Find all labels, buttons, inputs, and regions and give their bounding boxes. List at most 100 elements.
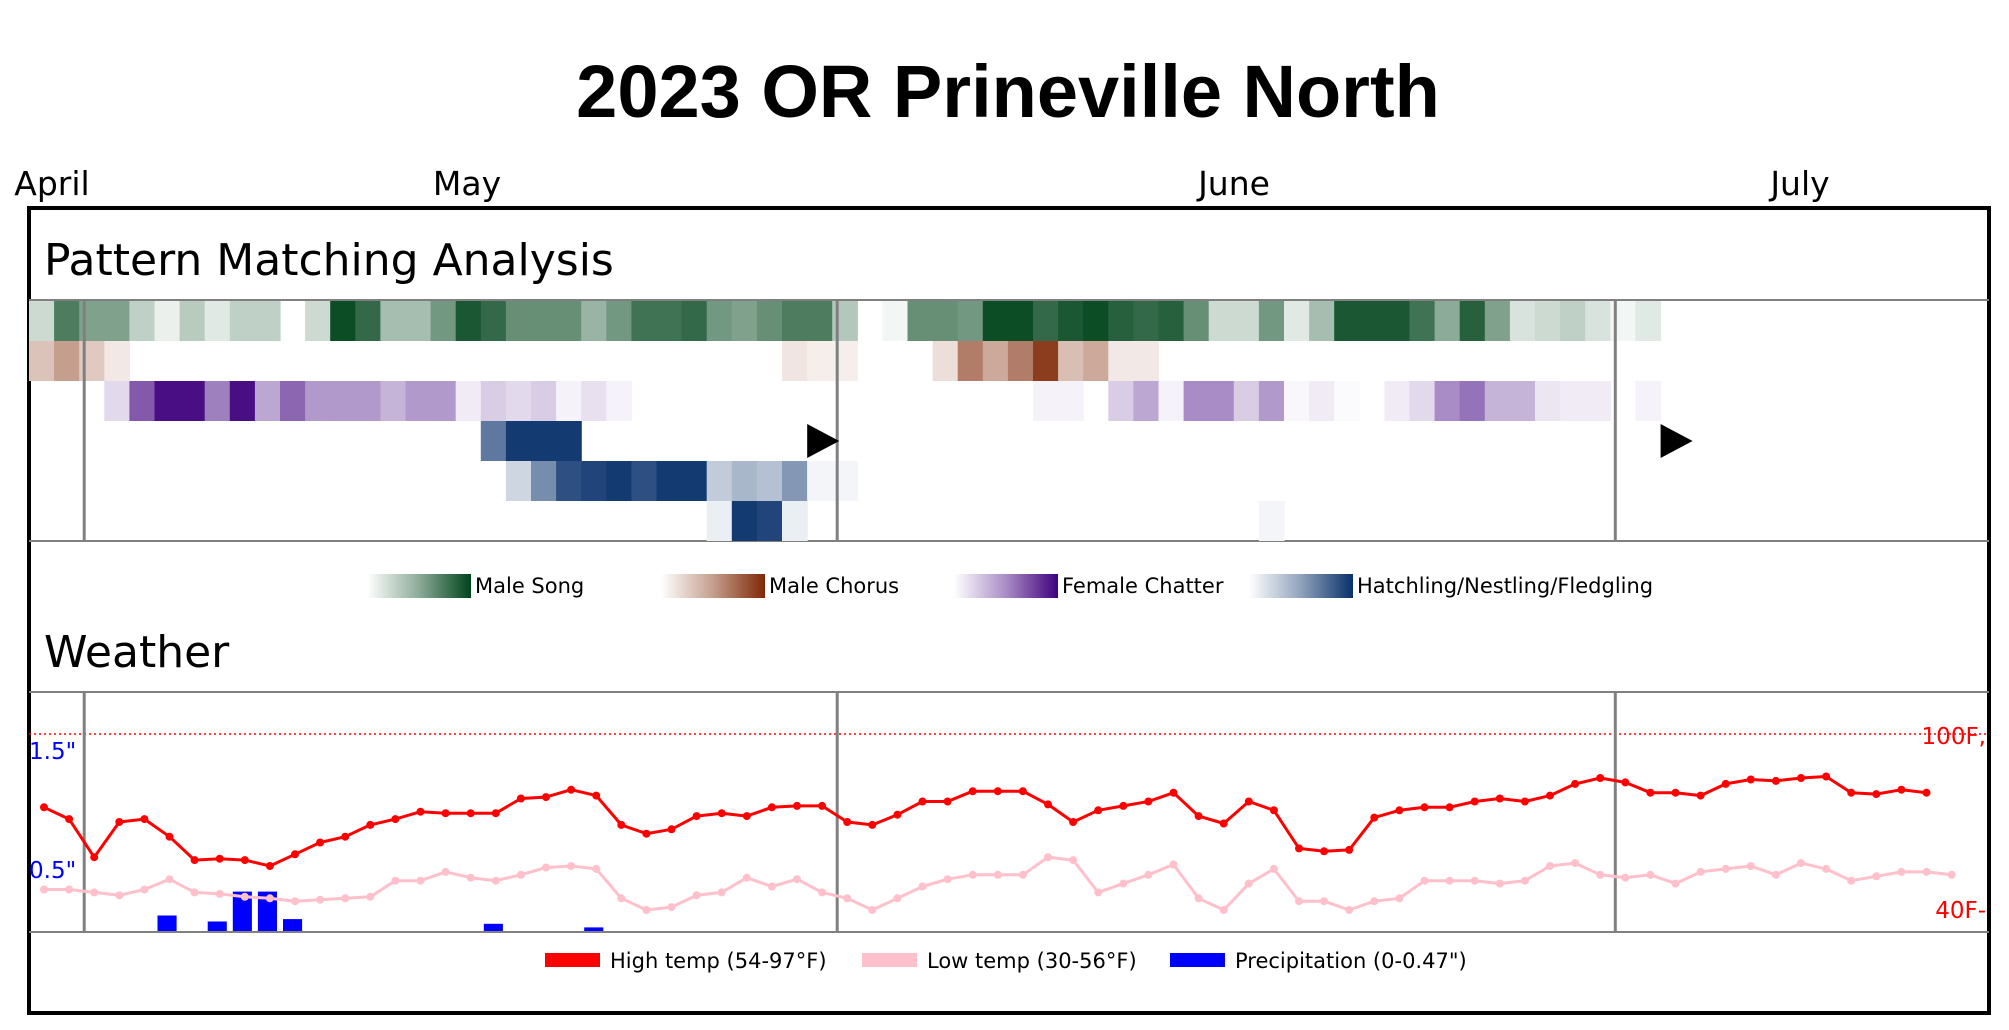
low-temp-point-32 xyxy=(843,894,852,903)
temp-axis-label-low: 40F- xyxy=(1935,898,1986,924)
heatmap-cell-male-chorus-row1-31 xyxy=(807,341,833,381)
heatmap-cell-hatchling-nestling-fledgling-row4-30 xyxy=(782,461,808,501)
heatmap-cell-female-chatter-row2-23 xyxy=(606,381,632,421)
high-temp-point-12 xyxy=(341,832,350,841)
heatmap-cell-hatchling-nestling-fledgling-row4-31 xyxy=(807,461,833,501)
heatmap-cell-male-song-row0-64 xyxy=(1635,301,1662,341)
high-temp-point-44 xyxy=(1144,797,1153,806)
low-temp-point-60 xyxy=(1546,862,1554,870)
high-temp-point-50 xyxy=(1295,844,1303,853)
low-temp-point-41 xyxy=(1069,856,1078,865)
high-temp-point-28 xyxy=(742,812,751,821)
low-temp-point-34 xyxy=(893,894,902,903)
heatmap-cell-male-song-row0-34 xyxy=(882,301,909,341)
heatmap-cell-female-chatter-row2-21 xyxy=(556,381,582,421)
heatmap-cell-female-chatter-row2-17 xyxy=(455,381,482,421)
low-temp-point-19 xyxy=(516,870,525,879)
high-temp-point-26 xyxy=(692,812,701,821)
high-temp-point-36 xyxy=(943,797,952,806)
heatmap-cell-hatchling-nestling-fledgling-row4-19 xyxy=(505,461,532,501)
precip-bar-2023-04-21 xyxy=(584,927,604,931)
heatmap-cell-female-chatter-row2-52 xyxy=(1334,381,1360,421)
heatmap-cell-male-song-row0-50 xyxy=(1284,301,1310,341)
heatmap-cell-male-chorus-row1-0 xyxy=(29,341,55,381)
low-temp-point-42 xyxy=(1094,888,1103,897)
heatmap-cell-male-song-row0-62 xyxy=(1585,301,1611,341)
low-temp-point-67 xyxy=(1721,864,1730,873)
precip-bar-2023-04-07 xyxy=(232,891,252,931)
heatmap-cell-female-chatter-row2-18 xyxy=(480,381,507,421)
low-temp-point-48 xyxy=(1244,879,1253,888)
high-temp-point-5 xyxy=(165,832,174,841)
high-temp-point-6 xyxy=(190,856,199,865)
month-labels: April May June July xyxy=(14,164,1829,203)
low-temp-point-61 xyxy=(1571,859,1580,868)
high-temp-point-54 xyxy=(1395,806,1404,815)
heatmap-cell-male-song-row0-46 xyxy=(1183,301,1210,341)
high-temp-point-52 xyxy=(1345,845,1354,854)
heatmap-cell-male-song-row0-5 xyxy=(154,301,181,341)
high-temp-point-41 xyxy=(1069,818,1078,826)
low-temp-point-18 xyxy=(491,876,500,885)
high-temp-point-15 xyxy=(416,807,425,816)
high-temp-point-40 xyxy=(1044,800,1052,809)
heatmap-cell-male-song-row0-20 xyxy=(531,301,557,341)
low-temp-point-73 xyxy=(1872,872,1881,881)
high-temp-point-1 xyxy=(65,815,74,824)
low-temp-point-23 xyxy=(617,894,626,903)
heatmap-cell-female-chatter-row2-16 xyxy=(430,381,457,421)
heatmap-cell-female-chatter-row2-22 xyxy=(581,381,607,421)
heatmap-cell-hatchling-nestling-fledgling-row3-21 xyxy=(556,421,582,461)
heatmap-cell-female-chatter-row2-51 xyxy=(1309,381,1335,421)
heatmap-cell-male-chorus-row1-44 xyxy=(1133,341,1160,381)
heatmap-cell-male-song-row0-35 xyxy=(907,301,934,341)
high-temp-point-17 xyxy=(466,809,475,818)
heatmap-cell-male-song-row0-3 xyxy=(104,301,130,341)
low-temp-point-29 xyxy=(767,882,776,891)
low-temp-point-16 xyxy=(441,867,450,876)
low-temp-point-47 xyxy=(1219,906,1228,914)
high-temp-point-25 xyxy=(667,825,676,834)
high-temp-point-33 xyxy=(868,820,877,829)
heatmap-cells xyxy=(29,301,1662,541)
low-temp-point-35 xyxy=(918,882,927,891)
heatmap-cell-male-song-row0-56 xyxy=(1434,301,1461,341)
low-temp-point-38 xyxy=(993,870,1002,879)
heatmap-markers xyxy=(807,424,1693,458)
heatmap-cell-male-song-row0-23 xyxy=(606,301,632,341)
heatmap-cell-male-song-row0-14 xyxy=(380,301,407,341)
heatmap-cell-female-chatter-row2-6 xyxy=(179,381,206,421)
heatmap-cell-hatchling-nestling-fledgling-row4-23 xyxy=(606,461,632,501)
heatmap-cell-male-song-row0-41 xyxy=(1058,301,1084,341)
legend-swatch-male-chorus xyxy=(661,574,765,598)
low-temp-point-70 xyxy=(1797,859,1805,868)
pattern-legend: Male Song Male Chorus Female Chatter Hat… xyxy=(367,574,1653,598)
high-temp-series xyxy=(40,772,1931,870)
heatmap-cell-male-chorus-row1-3 xyxy=(104,341,130,381)
low-temp-point-68 xyxy=(1746,862,1755,870)
outer-frame xyxy=(27,206,1991,1015)
low-temp-series xyxy=(40,853,1956,914)
high-temp-point-65 xyxy=(1671,788,1680,797)
heatmap-cell-male-song-row0-29 xyxy=(756,301,783,341)
high-temp-point-20 xyxy=(542,793,550,802)
high-temp-point-51 xyxy=(1320,847,1329,856)
low-temp-point-37 xyxy=(968,870,977,879)
heatmap-cell-female-chatter-row2-54 xyxy=(1384,381,1411,421)
heatmap-cell-male-song-row0-40 xyxy=(1033,301,1059,341)
low-temp-point-75 xyxy=(1922,867,1931,876)
heatmap-cell-male-chorus-row1-36 xyxy=(932,341,959,381)
legend-label-hatchling: Hatchling/Nestling/Fledgling xyxy=(1357,574,1653,598)
high-temp-point-0 xyxy=(40,803,48,812)
heatmap-cell-male-song-row0-6 xyxy=(179,301,206,341)
heatmap-cell-hatchling-nestling-fledgling-row5-49 xyxy=(1258,501,1285,541)
low-temp-point-22 xyxy=(592,864,601,873)
month-label-june: June xyxy=(1196,164,1270,203)
high-temp-point-27 xyxy=(717,809,726,818)
high-temp-point-75 xyxy=(1922,788,1931,797)
heatmap-cell-male-song-row0-19 xyxy=(505,301,532,341)
heatmap-cell-male-song-row0-57 xyxy=(1459,301,1486,341)
high-temp-point-35 xyxy=(918,797,927,806)
heatmap-cell-hatchling-nestling-fledgling-row4-27 xyxy=(706,461,733,501)
